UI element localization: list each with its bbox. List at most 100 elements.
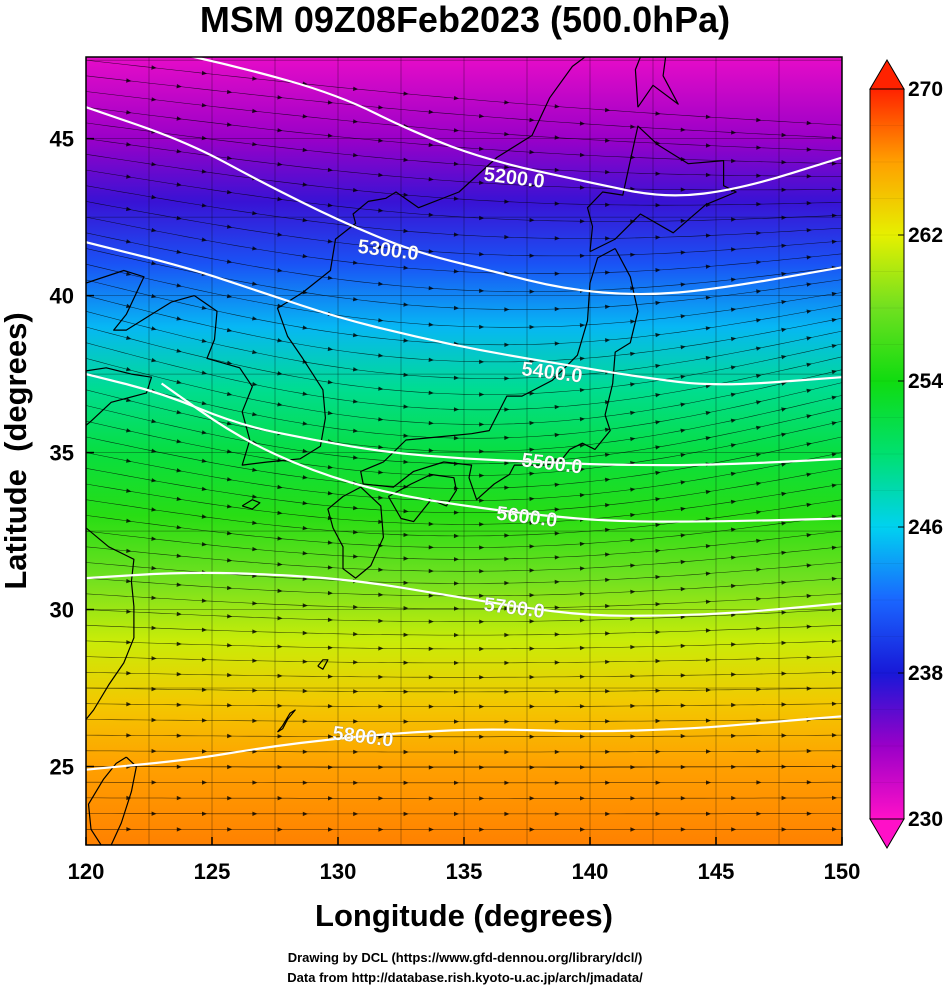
- wind-arrow: [655, 332, 661, 338]
- wind-arrow: [403, 780, 409, 785]
- wind-arrow: [252, 246, 258, 251]
- wind-arrow: [831, 733, 837, 738]
- wind-arrow: [353, 689, 359, 694]
- wind-arrow: [630, 512, 636, 518]
- wind-arrow: [680, 506, 686, 512]
- wind-arrow: [781, 610, 787, 615]
- wind-arrow: [630, 437, 636, 442]
- wind-arrow: [277, 484, 283, 490]
- wind-arrow: [353, 749, 359, 755]
- wind-arrow: [756, 346, 762, 351]
- wind-arrow: [605, 202, 611, 207]
- wind-arrow: [529, 183, 535, 188]
- wind-arrow: [705, 436, 711, 441]
- wind-arrow: [554, 201, 560, 206]
- wind-arrow: [554, 306, 560, 312]
- wind-arrow: [579, 152, 585, 158]
- wind-arrow: [756, 425, 762, 430]
- wind-arrow: [327, 133, 333, 138]
- wind-arrow: [454, 632, 459, 638]
- wind-arrow: [454, 780, 459, 785]
- wind-arrow: [428, 593, 434, 598]
- wind-arrow: [327, 346, 333, 352]
- coastline-shandong: [86, 367, 153, 427]
- wind-arrow: [479, 545, 485, 550]
- wind-arrow: [453, 533, 459, 539]
- wind-arrow: [403, 265, 409, 270]
- coastline-okinawa: [277, 709, 296, 733]
- wind-arrow: [831, 607, 837, 613]
- wind-arrow: [806, 336, 812, 341]
- wind-arrow: [529, 420, 535, 426]
- wind-arrow: [554, 555, 560, 560]
- wind-arrow: [126, 609, 132, 614]
- wind-arrow: [831, 639, 837, 644]
- wind-arrow: [655, 393, 661, 398]
- wind-arrow: [353, 187, 359, 193]
- wind-arrow: [302, 448, 308, 454]
- wind-arrow: [428, 357, 434, 362]
- wind-arrow: [604, 452, 611, 457]
- wind-arrow: [756, 626, 762, 631]
- wind-arrow: [277, 588, 283, 593]
- wind-arrow: [655, 522, 661, 528]
- wind-arrow: [655, 171, 661, 176]
- wind-arrow: [378, 318, 384, 323]
- wind-arrow: [831, 213, 837, 218]
- coastline-korea: [194, 57, 586, 466]
- wind-arrow: [403, 811, 409, 817]
- wind-arrow: [226, 259, 233, 264]
- wind-arrow: [479, 675, 485, 680]
- wind-arrow: [201, 627, 207, 632]
- wind-arrow: [529, 674, 535, 680]
- wind-arrow: [302, 182, 308, 187]
- wind-arrow: [831, 291, 837, 297]
- wind-arrow: [730, 365, 737, 370]
- wind-arrow: [302, 576, 308, 582]
- wind-arrow: [680, 345, 686, 350]
- wind-arrow: [252, 811, 258, 816]
- contour-line: [188, 57, 842, 197]
- wind-arrow: [378, 495, 384, 500]
- contour-line: [86, 241, 842, 386]
- wind-arrow: [554, 605, 560, 610]
- wind-arrow: [554, 482, 560, 487]
- wind-arrow: [126, 428, 132, 433]
- wind-arrow: [655, 235, 661, 240]
- wind-arrow: [151, 162, 157, 167]
- wind-arrow: [680, 673, 686, 678]
- wind-arrow: [806, 388, 812, 393]
- wind-arrow: [579, 467, 585, 472]
- wind-arrow: [479, 422, 485, 427]
- wind-arrow: [655, 445, 661, 450]
- wind-arrow: [176, 733, 182, 738]
- wind-arrow: [479, 473, 485, 478]
- wind-arrow: [479, 252, 485, 257]
- wind-arrow: [504, 780, 510, 785]
- wind-arrow: [227, 558, 233, 563]
- wind-arrow: [453, 128, 459, 133]
- wind-arrow: [126, 206, 132, 212]
- wind-arrow: [428, 675, 434, 680]
- wind-arrow: [529, 520, 535, 526]
- wind-arrow: [655, 300, 661, 306]
- wind-arrow: [176, 702, 182, 707]
- wind-arrow: [806, 686, 812, 691]
- wind-arrow: [352, 332, 359, 338]
- wind-arrow: [327, 410, 333, 416]
- wind-arrow: [428, 448, 434, 453]
- wind-arrow: [504, 234, 510, 240]
- wind-arrow: [226, 531, 233, 536]
- wind-arrow: [680, 374, 686, 379]
- wind-arrow: [252, 546, 258, 552]
- wind-arrow: [378, 796, 384, 801]
- wind-arrow: [201, 430, 207, 435]
- wind-arrow: [428, 827, 434, 832]
- y-tick-label: 45: [50, 127, 74, 152]
- wind-arrow: [680, 250, 686, 255]
- coastlines: [86, 57, 737, 845]
- wind-arrow: [579, 493, 585, 498]
- wind-arrow: [529, 217, 535, 223]
- wind-arrow: [680, 827, 686, 832]
- wind-arrow: [806, 624, 812, 629]
